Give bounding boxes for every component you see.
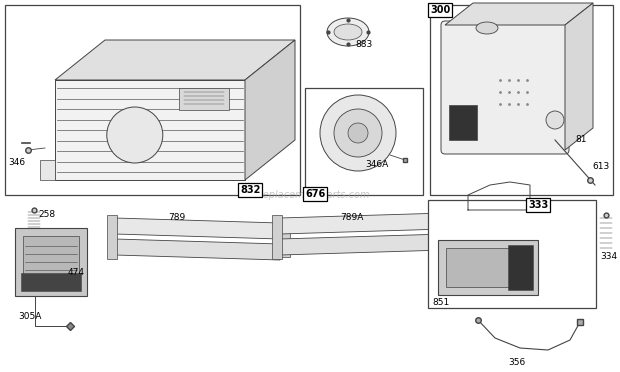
Text: 789: 789 [168, 213, 185, 222]
Polygon shape [445, 3, 593, 25]
Bar [449, 105, 477, 140]
Text: 474: 474 [68, 268, 85, 277]
Bar [107, 215, 117, 259]
Text: 789A: 789A [340, 213, 363, 222]
Bar [21, 273, 81, 291]
Bar [15, 228, 87, 296]
Circle shape [320, 95, 396, 171]
Polygon shape [115, 218, 280, 239]
Circle shape [348, 123, 368, 143]
Bar [438, 240, 538, 295]
Polygon shape [245, 40, 295, 180]
Text: 258: 258 [38, 210, 55, 219]
Bar [280, 220, 290, 257]
Circle shape [546, 111, 564, 129]
Text: 356: 356 [508, 358, 525, 367]
Polygon shape [55, 40, 295, 80]
Bar [430, 5, 613, 195]
Bar [5, 5, 300, 195]
Text: eReplacementParts.com: eReplacementParts.com [250, 190, 370, 200]
Polygon shape [40, 160, 55, 180]
Ellipse shape [327, 18, 369, 46]
Text: 81: 81 [575, 135, 587, 144]
Text: 851: 851 [432, 298, 450, 307]
Bar [179, 88, 229, 110]
Text: 346A: 346A [365, 160, 388, 169]
Text: 300: 300 [430, 5, 450, 15]
Text: 334: 334 [600, 252, 617, 261]
Bar [23, 236, 79, 288]
Circle shape [107, 107, 163, 163]
Ellipse shape [476, 22, 498, 34]
Polygon shape [565, 3, 593, 150]
Bar [446, 248, 530, 287]
Polygon shape [280, 213, 445, 234]
Text: 832: 832 [240, 185, 260, 195]
Polygon shape [280, 234, 445, 255]
Bar [305, 88, 423, 195]
FancyBboxPatch shape [441, 21, 569, 154]
Text: 305A: 305A [18, 312, 42, 321]
Ellipse shape [334, 24, 362, 40]
Text: 613: 613 [592, 162, 609, 171]
Polygon shape [115, 239, 280, 260]
Bar [428, 200, 596, 308]
Text: 346: 346 [8, 158, 25, 167]
Text: 676: 676 [305, 189, 326, 199]
Bar [508, 245, 533, 290]
Bar [272, 215, 282, 259]
Polygon shape [55, 80, 245, 180]
Bar [445, 210, 455, 247]
Text: 333: 333 [528, 200, 548, 210]
Circle shape [334, 109, 382, 157]
Text: 883: 883 [355, 40, 372, 49]
